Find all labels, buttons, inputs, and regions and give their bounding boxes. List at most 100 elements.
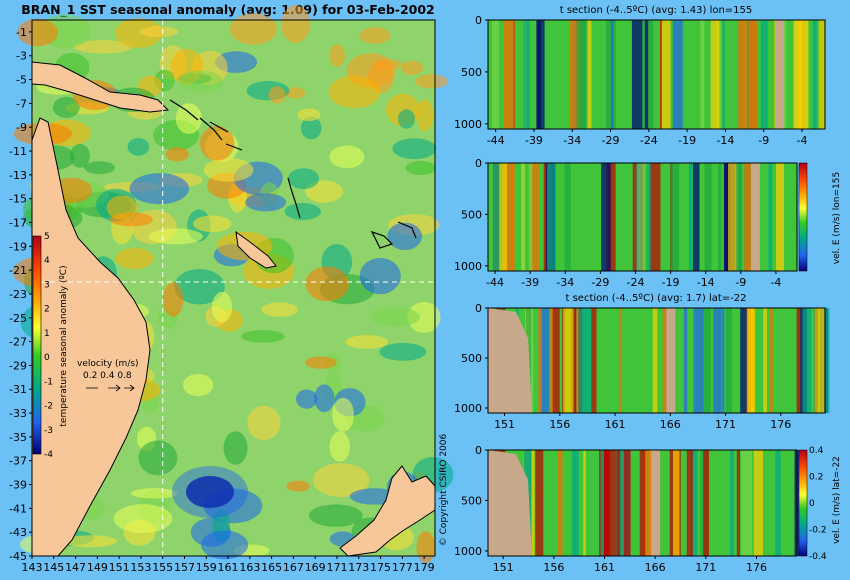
section-x-tick-label: 156 xyxy=(543,561,564,574)
section-velocity-stripe xyxy=(537,20,545,129)
land-new-zealand xyxy=(339,465,436,557)
map-x-tick-label: 161 xyxy=(218,561,239,574)
section-velocity-stripe xyxy=(652,308,658,413)
section-velocity-stripe xyxy=(618,450,629,556)
v-lat-ylabel: vel. E (m/s) lat=-22 xyxy=(832,456,842,544)
map-x-tick-label: 165 xyxy=(261,561,282,574)
section-velocity-stripe xyxy=(631,20,643,129)
section-velocity-stripe xyxy=(736,163,742,271)
anomaly-patch xyxy=(192,215,232,233)
section-velocity-stripe xyxy=(644,20,649,129)
section-colorbar-tick-label: 0.4 xyxy=(809,446,824,456)
section-velocity-stripe xyxy=(587,20,592,129)
anomaly-patch xyxy=(332,397,354,432)
velocity-legend-scale: 0.2 0.4 0.8 xyxy=(83,371,132,381)
section-velocity-stripe xyxy=(818,20,825,129)
section-velocity-stripe xyxy=(797,20,809,129)
section-velocity-stripe xyxy=(672,20,683,129)
map-colorbar: 5 4 3 2 1 0 -1 -2 -3 -4 temperature seasonal anom… xyxy=(32,232,69,460)
section-velocity-stripe xyxy=(581,308,593,413)
section-island-mask xyxy=(666,308,676,413)
anomaly-patch xyxy=(183,373,214,397)
section-y-tick-label: 500 xyxy=(461,494,482,507)
section-velocity-stripe xyxy=(812,20,817,129)
land-new-guinea xyxy=(31,61,170,113)
anomaly-patch xyxy=(305,266,350,302)
section-island-mask xyxy=(651,450,661,556)
land-australia xyxy=(31,117,151,557)
anomaly-patch xyxy=(308,504,363,527)
section-velocity-stripe xyxy=(606,163,616,271)
section-velocity-stripe xyxy=(693,308,704,413)
anomaly-patch xyxy=(84,161,115,175)
anomaly-cold-eddy-halo xyxy=(172,466,248,518)
section-velocity-stripe xyxy=(491,20,500,129)
map-y-ticks: -1 -3 -5 -7 -9 -11 -13 -15 -17 -19 -21 -23 -25 -27 -29… xyxy=(9,26,32,563)
v-lon-ylabel: vel. E (m/s) lon=155 xyxy=(832,172,842,264)
section-velocity-stripe xyxy=(535,450,544,556)
section-x-tick-label: 166 xyxy=(660,418,681,431)
section-velocity-stripe xyxy=(539,308,550,413)
t-lat-title: t section (-4..5ºC) (avg: 1.7) lat=-22 xyxy=(565,293,746,304)
section-y-tick-label: 0 xyxy=(475,302,482,315)
section-velocity-stripe xyxy=(604,450,609,556)
section-velocity-stripe xyxy=(600,450,605,556)
section-x-tick-label: -4 xyxy=(797,134,808,147)
map-x-tick-label: 157 xyxy=(174,561,195,574)
section-velocity-stripe xyxy=(591,308,597,413)
section-x-tick-label: -19 xyxy=(678,134,696,147)
section-x-tick-label: -29 xyxy=(602,134,620,147)
section-velocity-stripe xyxy=(793,20,803,129)
section-velocity-stripe xyxy=(703,450,709,556)
section-y-tick-label: 1000 xyxy=(454,545,482,558)
map-x-tick-label: 147 xyxy=(65,561,86,574)
anomaly-patch xyxy=(130,488,178,499)
map-y-tick-label: -9 xyxy=(16,121,27,134)
section-x-tick-label: 166 xyxy=(645,561,666,574)
anomaly-patch xyxy=(211,291,233,323)
map-y-tick-label: -17 xyxy=(9,216,27,229)
map-x-ticks: 143 145 147 149 151 153 155 157 159 161 163 165 167 1… xyxy=(22,556,435,574)
anomaly-patch xyxy=(415,74,448,89)
anomaly-patch xyxy=(113,504,173,534)
section-velocity-stripe xyxy=(493,163,503,271)
anomaly-patch xyxy=(416,531,436,564)
map-y-tick-label: -39 xyxy=(9,479,27,492)
section-velocity-stripe xyxy=(740,308,749,413)
section-y-tick-label: 0 xyxy=(475,157,482,170)
anomaly-patch xyxy=(70,144,90,168)
section-velocity-stripe xyxy=(738,20,747,129)
section-velocity-stripe xyxy=(576,308,579,413)
map-y-tick-label: -21 xyxy=(9,264,27,277)
anomaly-patch xyxy=(328,75,381,109)
map-x-tick-label: 151 xyxy=(109,561,130,574)
map-y-tick-label: -37 xyxy=(9,455,27,468)
map-x-tick-label: 179 xyxy=(414,561,435,574)
section-y-tick-label: 0 xyxy=(475,14,482,27)
section-velocity-stripe xyxy=(744,163,755,271)
section-velocity-stripe xyxy=(523,20,530,129)
anomaly-patch xyxy=(284,203,321,220)
section-x-tick-label: 171 xyxy=(695,561,716,574)
anomaly-patch xyxy=(314,384,335,413)
section-x-tick-label: 151 xyxy=(494,418,515,431)
section-velocity-stripe xyxy=(636,163,645,271)
map-y-tick-label: -29 xyxy=(9,359,27,372)
section-velocity-stripe xyxy=(670,163,680,271)
section-x-tick-label: -14 xyxy=(716,134,734,147)
section-velocity-stripe xyxy=(639,450,646,556)
anomaly-patch xyxy=(199,126,235,161)
anomaly-patch xyxy=(148,228,203,245)
section-velocity-stripe xyxy=(570,308,577,413)
anomaly-patch xyxy=(345,335,389,349)
map-frame xyxy=(31,19,436,557)
section-colorbar xyxy=(798,449,808,557)
anomaly-patch xyxy=(17,18,59,47)
section-velocity-stripe xyxy=(718,163,722,271)
map-x-tick-label: 163 xyxy=(239,561,260,574)
map-x-tick-label: 159 xyxy=(196,561,217,574)
section-x-tick-label: 161 xyxy=(594,561,615,574)
section-x-tick-label: -29 xyxy=(591,276,609,289)
map-x-tick-label: 153 xyxy=(130,561,151,574)
section-frame xyxy=(487,19,826,130)
